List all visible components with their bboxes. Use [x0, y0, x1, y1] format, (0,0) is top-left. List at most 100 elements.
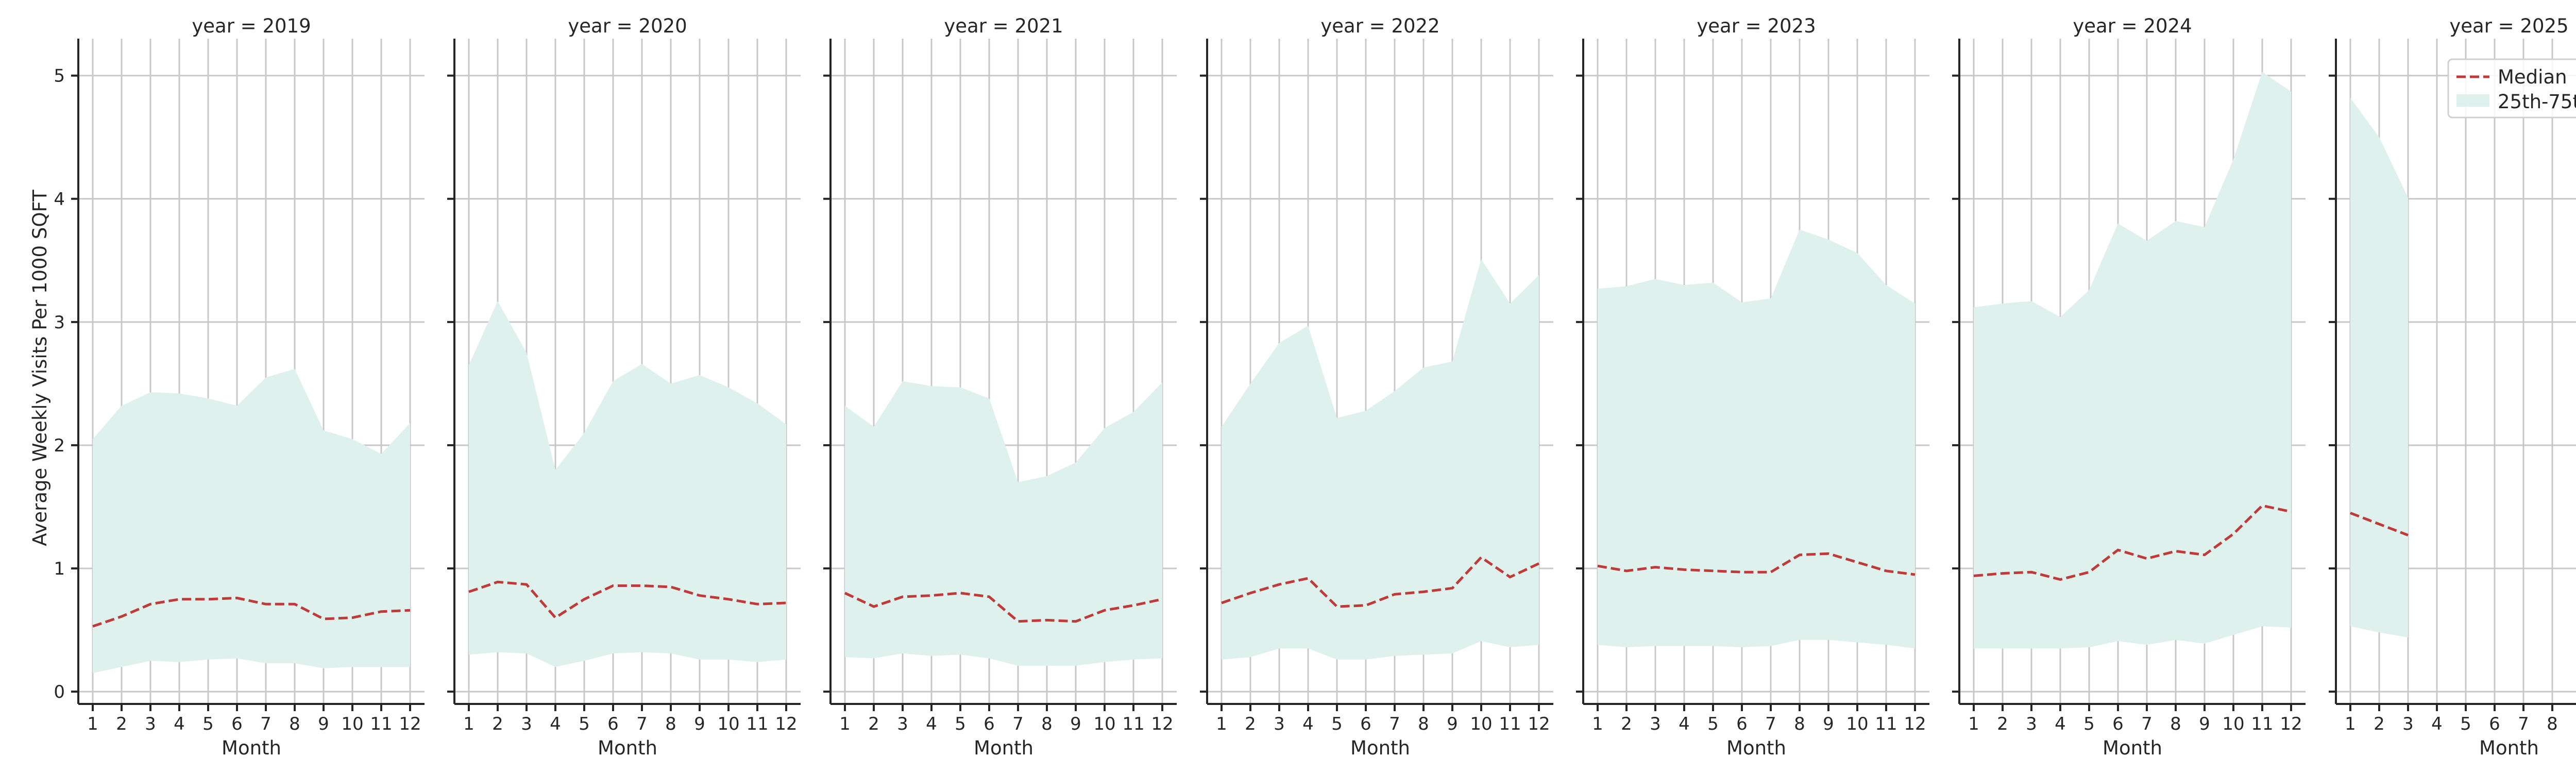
percentile-band: [469, 301, 786, 667]
x-tick-label: 3: [1274, 714, 1285, 734]
x-axis-label: Month: [2479, 737, 2539, 759]
x-tick-label: 11: [1499, 714, 1521, 734]
x-tick-label: 7: [1012, 714, 1024, 734]
x-tick-label: 12: [399, 714, 421, 734]
x-tick-label: 5: [1331, 714, 1343, 734]
x-tick-label: 2: [1245, 714, 1256, 734]
x-tick-label: 2: [1621, 714, 1632, 734]
x-tick-label: 3: [2026, 714, 2037, 734]
x-tick-label: 1: [839, 714, 851, 734]
x-tick-label: 4: [1679, 714, 1690, 734]
x-tick-label: 1: [2345, 714, 2356, 734]
percentile-band: [93, 368, 410, 674]
panel-title: year = 2022: [1320, 15, 1439, 37]
x-tick-label: 2: [116, 714, 127, 734]
x-tick-label: 4: [550, 714, 561, 734]
x-axis-label: Month: [598, 737, 657, 759]
x-tick-label: 8: [2547, 714, 2558, 734]
legend-band-label: 25th-75th Percentile: [2498, 91, 2576, 113]
y-tick-label: 0: [54, 682, 65, 702]
x-tick-label: 6: [984, 714, 995, 734]
x-tick-label: 2: [2374, 714, 2385, 734]
median-line: [1221, 556, 1540, 608]
x-tick-label: 7: [2518, 714, 2529, 734]
median-line: [468, 580, 787, 619]
legend: Median 25th-75th Percentile: [2447, 58, 2576, 119]
y-tick-label: 5: [54, 66, 65, 87]
x-tick-label: 12: [1904, 714, 1926, 734]
x-tick-label: 10: [1470, 714, 1492, 734]
x-tick-label: 2: [492, 714, 503, 734]
x-tick-label: 7: [1765, 714, 1776, 734]
x-tick-label: 1: [1968, 714, 1979, 734]
x-tick-label: 4: [2431, 714, 2443, 734]
percentile-band: [2350, 97, 2408, 637]
x-tick-label: 11: [746, 714, 768, 734]
x-tick-label: 7: [636, 714, 648, 734]
median-line: [1597, 552, 1916, 576]
x-tick-label: 9: [1447, 714, 1458, 734]
percentile-band: [1974, 72, 2291, 649]
x-tick-label: 5: [2460, 714, 2471, 734]
x-tick-label: 10: [717, 714, 739, 734]
panel-title: year = 2023: [1697, 15, 1816, 37]
panel-title: year = 2020: [568, 15, 687, 37]
x-tick-label: 6: [231, 714, 243, 734]
x-tick-label: 5: [202, 714, 214, 734]
panel-title: year = 2021: [944, 15, 1063, 37]
x-tick-label: 1: [1216, 714, 1227, 734]
x-tick-label: 5: [579, 714, 590, 734]
percentile-band: [845, 381, 1162, 666]
median-line: [1973, 504, 2292, 581]
x-tick-label: 8: [1794, 714, 1805, 734]
y-axis-label: Average Weekly Visits Per 1000 SQFT: [29, 190, 51, 546]
legend-band-swatch: [2456, 94, 2489, 107]
x-tick-label: 3: [521, 714, 532, 734]
x-tick-label: 6: [2489, 714, 2500, 734]
x-tick-label: 9: [318, 714, 329, 734]
panel-title: year = 2019: [192, 15, 311, 37]
x-tick-label: 10: [341, 714, 363, 734]
x-tick-label: 7: [2141, 714, 2153, 734]
x-axis-label: Month: [2103, 737, 2162, 759]
x-tick-label: 3: [145, 714, 156, 734]
x-tick-label: 11: [1875, 714, 1897, 734]
percentile-band: [1222, 259, 1539, 660]
x-tick-label: 6: [1736, 714, 1748, 734]
x-tick-label: 4: [2055, 714, 2066, 734]
x-tick-label: 11: [1122, 714, 1144, 734]
x-tick-label: 8: [2170, 714, 2181, 734]
x-tick-label: 12: [1528, 714, 1550, 734]
x-tick-label: 5: [1707, 714, 1719, 734]
x-axis-label: Month: [1726, 737, 1786, 759]
percentile-band: [1598, 229, 1915, 649]
x-tick-label: 8: [1418, 714, 1429, 734]
x-tick-label: 8: [289, 714, 300, 734]
x-tick-label: 11: [2251, 714, 2273, 734]
x-tick-label: 9: [1823, 714, 1834, 734]
x-tick-label: 3: [897, 714, 908, 734]
median-line: [92, 596, 411, 628]
y-tick-label: 2: [54, 435, 65, 456]
x-axis-label: Month: [1350, 737, 1410, 759]
x-tick-label: 1: [463, 714, 474, 734]
x-tick-label: 12: [2280, 714, 2302, 734]
x-tick-label: 10: [1846, 714, 1868, 734]
x-tick-label: 8: [1041, 714, 1053, 734]
x-tick-label: 8: [665, 714, 676, 734]
median-line: [2350, 512, 2409, 536]
x-tick-label: 9: [694, 714, 705, 734]
x-tick-label: 3: [1650, 714, 1661, 734]
legend-median-label: Median: [2498, 66, 2567, 88]
x-tick-label: 4: [174, 714, 185, 734]
x-tick-label: 5: [2083, 714, 2095, 734]
x-tick-label: 1: [1592, 714, 1603, 734]
y-tick-label: 3: [54, 312, 65, 333]
x-axis-label: Month: [222, 737, 281, 759]
x-tick-label: 6: [1360, 714, 1371, 734]
x-tick-label: 3: [2402, 714, 2414, 734]
